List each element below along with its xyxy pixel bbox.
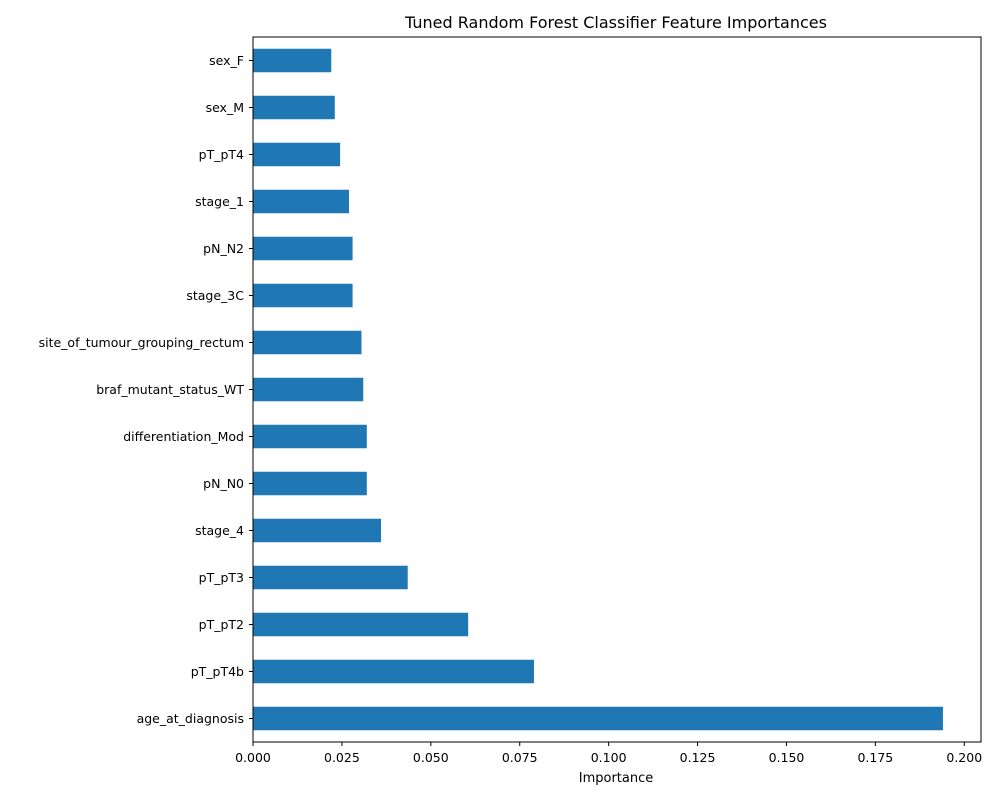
y-tick-label: pT_pT2	[199, 617, 244, 632]
bar-site_of_tumour_grouping_rectum	[253, 330, 362, 355]
x-axis-ticks: 0.000 0.025 0.050 0.075 0.100 0.125 0.150 0.175…	[235, 742, 982, 765]
y-tick-label: pN_N2	[203, 241, 244, 256]
bar-sex_M	[253, 95, 335, 120]
x-tick-label: 0.200	[946, 750, 982, 765]
bar-pT_pT3	[253, 565, 408, 590]
x-tick-label: 0.025	[324, 750, 360, 765]
y-tick-label: pT_pT3	[199, 570, 244, 585]
x-axis-label: Importance	[579, 771, 654, 786]
y-tick-label: braf_mutant_status_WT	[96, 382, 244, 397]
bar-stage_4	[253, 518, 382, 543]
bar-pT_pT4	[253, 142, 341, 167]
x-tick-label: 0.075	[502, 750, 538, 765]
bar-differentiation_Mod	[253, 424, 367, 449]
y-tick-label: pT_pT4	[199, 147, 244, 162]
bar-braf_mutant_status_WT	[253, 377, 364, 402]
bars-layer	[253, 48, 943, 731]
y-tick-label: pN_N0	[203, 476, 244, 491]
bar-stage_3C	[253, 283, 353, 308]
y-tick-label: differentiation_Mod	[123, 429, 244, 444]
x-tick-label: 0.175	[857, 750, 893, 765]
bar-pT_pT4b	[253, 659, 534, 684]
y-tick-label: age_at_diagnosis	[137, 711, 244, 726]
bar-pN_N0	[253, 471, 367, 496]
bar-pT_pT2	[253, 612, 469, 637]
chart-title: Tuned Random Forest Classifier Feature I…	[404, 13, 827, 32]
y-tick-label: pT_pT4b	[191, 664, 244, 679]
y-tick-label: sex_M	[206, 100, 244, 115]
x-tick-label: 0.000	[235, 750, 271, 765]
bar-age_at_diagnosis	[253, 706, 943, 731]
x-tick-label: 0.050	[413, 750, 449, 765]
y-tick-label: stage_1	[195, 194, 244, 209]
y-tick-label: stage_3C	[186, 288, 244, 303]
x-tick-label: 0.125	[680, 750, 716, 765]
y-axis-ticks: age_at_diagnosis pT_pT4b pT_pT2 pT_pT3 stage…	[39, 53, 253, 726]
x-tick-label: 0.150	[769, 750, 805, 765]
x-tick-label: 0.100	[591, 750, 627, 765]
y-tick-label: site_of_tumour_grouping_rectum	[39, 335, 244, 350]
bar-stage_1	[253, 189, 350, 214]
y-tick-label: stage_4	[195, 523, 244, 538]
bar-sex_F	[253, 48, 332, 73]
bar-pN_N2	[253, 236, 353, 261]
y-tick-label: sex_F	[209, 53, 244, 68]
plot-frame	[252, 36, 982, 743]
